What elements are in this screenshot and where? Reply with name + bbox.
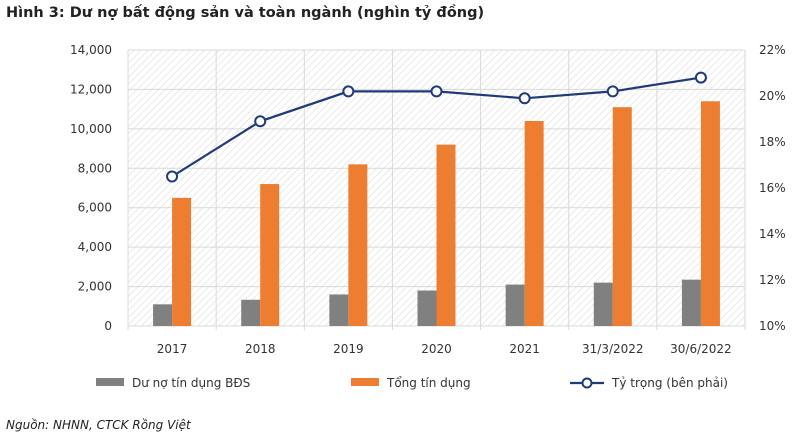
legend-swatch-bds — [96, 378, 124, 386]
line-marker — [254, 115, 267, 128]
bar-bds — [505, 284, 525, 326]
line-marker — [430, 85, 443, 98]
y-tick-label: 6,000 — [78, 201, 112, 215]
y2-tick-label: 16% — [759, 181, 786, 195]
bar-bds — [593, 282, 613, 326]
y-tick-label: 4,000 — [78, 240, 112, 254]
x-tick-label: 2017 — [157, 342, 188, 356]
bar-total — [260, 184, 280, 326]
bar-total — [348, 164, 368, 326]
y-tick-label: 2,000 — [78, 280, 112, 294]
bar-total — [172, 197, 192, 326]
chart-title: Hình 3: Dư nợ bất động sản và toàn ngành… — [6, 5, 485, 21]
bar-total — [700, 101, 720, 326]
x-tick-label: 31/3/2022 — [582, 342, 644, 356]
bar-bds — [153, 304, 173, 326]
y-tick-label: 10,000 — [70, 122, 112, 136]
bar-total — [612, 107, 632, 327]
legend-marker — [581, 377, 593, 389]
y-tick-label: 12,000 — [70, 82, 112, 96]
y2-tick-label: 18% — [759, 135, 786, 149]
bar-total — [524, 120, 544, 326]
line-marker — [518, 92, 531, 105]
legend-swatch-total — [351, 378, 379, 386]
x-tick-label: 2019 — [333, 342, 364, 356]
y-tick-label: 8,000 — [78, 161, 112, 175]
bar-bds — [241, 299, 261, 326]
bar-bds — [417, 290, 437, 326]
y2-tick-label: 14% — [759, 227, 786, 241]
legend-label-bds: Dư nợ tín dụng BĐS — [132, 376, 250, 390]
y2-tick-label: 22% — [759, 43, 786, 57]
line-marker — [166, 170, 179, 183]
bar-total — [436, 144, 456, 326]
legend-label-total: Tổng tín dụng — [386, 376, 471, 390]
y-tick-label: 0 — [104, 319, 112, 333]
x-tick-label: 2020 — [421, 342, 452, 356]
source-note: Nguồn: NHNN, CTCK Rồng Việt — [6, 418, 191, 432]
line-marker — [342, 85, 355, 98]
y2-tick-label: 12% — [759, 273, 786, 287]
y-tick-label: 14,000 — [70, 43, 112, 57]
bar-bds — [681, 279, 701, 326]
line-marker — [606, 85, 619, 98]
x-tick-label: 2021 — [509, 342, 540, 356]
x-tick-label: 30/6/2022 — [670, 342, 732, 356]
y2-tick-label: 20% — [759, 89, 786, 103]
y2-tick-label: 10% — [759, 319, 786, 333]
x-tick-label: 2018 — [245, 342, 276, 356]
bar-bds — [329, 294, 349, 326]
line-marker — [694, 71, 707, 84]
legend-label-line: Tỷ trọng (bên phải) — [611, 376, 728, 390]
